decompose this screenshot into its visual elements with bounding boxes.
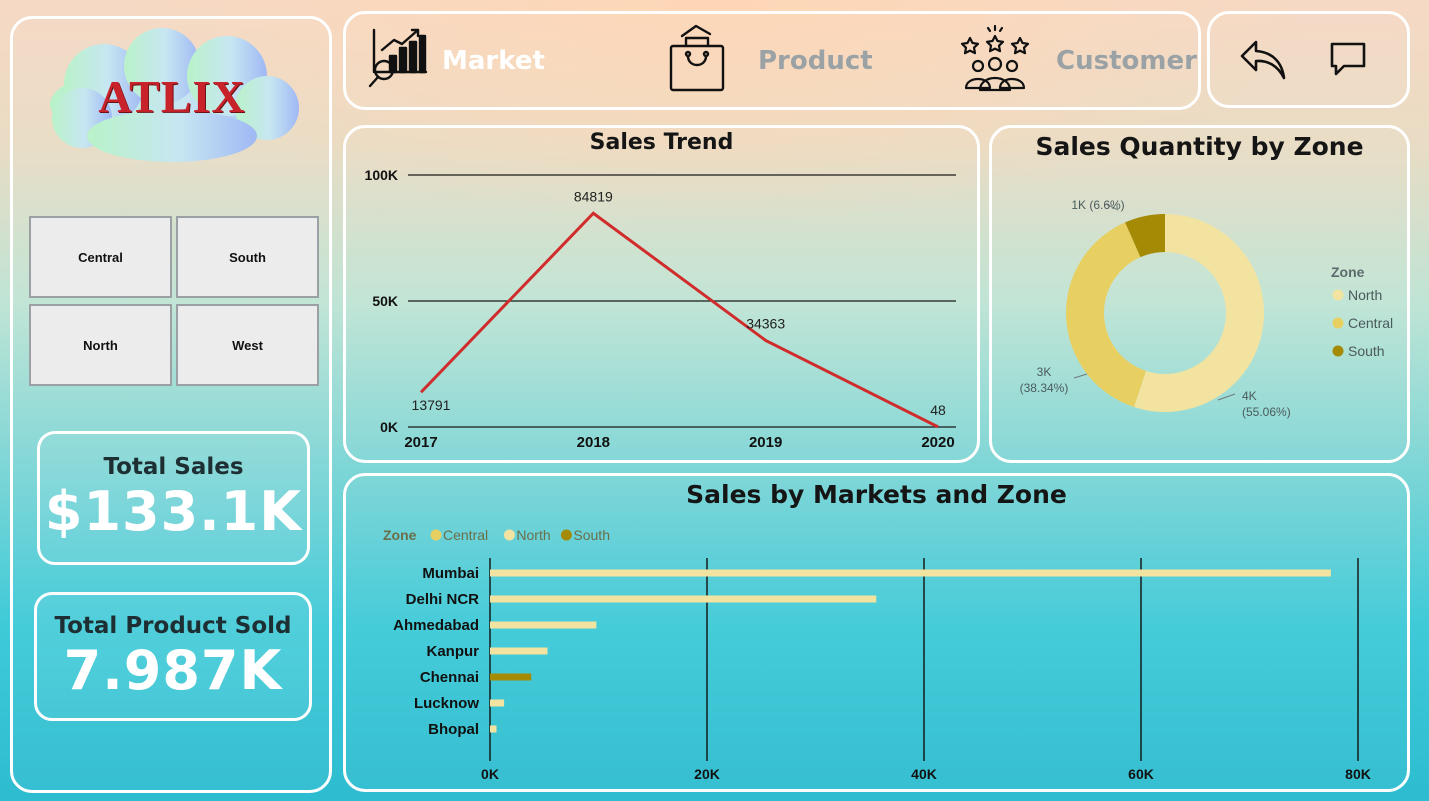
category-label: Delhi NCR — [406, 591, 480, 608]
y-tick-label: 50K — [372, 293, 398, 309]
legend-label: Central — [1348, 315, 1393, 331]
bar-lucknow — [490, 699, 505, 707]
page-nav-bar: Market Product — [343, 11, 1201, 110]
legend-marker — [1332, 345, 1344, 357]
total-sales-label: Total Sales — [103, 454, 244, 480]
atlix-logo: ATLIX — [42, 26, 302, 166]
x-tick-label: 2020 — [921, 434, 954, 451]
bar-kanpur — [490, 647, 548, 655]
legend-marker — [1332, 317, 1344, 329]
legend-marker — [1332, 289, 1344, 301]
legend-title: Zone — [383, 527, 417, 543]
bar-delhi-ncr — [490, 595, 877, 603]
leader-line — [1105, 203, 1119, 211]
slice-label: (38.34%) — [1020, 381, 1069, 395]
action-bar — [1207, 11, 1410, 108]
data-label: 48 — [930, 402, 946, 418]
sales-trend-title: Sales Trend — [589, 130, 734, 155]
sales-trend-card: Sales Trend 0K 50K 100K 2017 2018 2019 2020 137… — [343, 125, 980, 463]
zone-filter-north[interactable]: North — [29, 304, 172, 386]
x-tick-label: 20K — [694, 766, 720, 782]
sales-trend-line — [419, 211, 939, 429]
legend-marker — [430, 529, 442, 541]
zone-filter-south[interactable]: South — [176, 216, 319, 298]
legend-title: Zone — [1331, 264, 1365, 280]
bar-chennai — [490, 673, 532, 681]
x-tick-label: 40K — [911, 766, 937, 782]
total-product-card: Total Product Sold 7.987K — [34, 592, 312, 721]
zone-filter-west[interactable]: West — [176, 304, 319, 386]
x-tick-label: 2018 — [577, 434, 610, 451]
slice-label: 3K — [1037, 365, 1052, 379]
x-tick-label: 0K — [481, 766, 499, 782]
total-product-label: Total Product Sold — [54, 613, 292, 639]
zone-quantity-title: Sales Quantity by Zone — [1035, 132, 1364, 161]
nav-market[interactable]: Market — [368, 14, 545, 107]
donut-slice-central — [1066, 222, 1146, 408]
sales-trend-chart: 0K 50K 100K 2017 2018 2019 2020 13791 84819 34363… — [365, 167, 956, 451]
bar-ahmedabad — [490, 621, 597, 629]
leader-line — [1217, 393, 1236, 401]
comment-icon[interactable] — [1328, 40, 1368, 84]
markets-zone-title: Sales by Markets and Zone — [686, 480, 1067, 509]
logo-text: ATLIX — [98, 71, 246, 122]
customer-rating-icon — [960, 24, 1030, 98]
category-label: Mumbai — [422, 565, 479, 582]
x-tick-label: 80K — [1345, 766, 1371, 782]
category-label: Kanpur — [427, 643, 480, 660]
total-sales-card: Total Sales $133.1K — [37, 431, 310, 565]
category-label: Chennai — [420, 669, 479, 686]
zone-quantity-chart: 4K (55.06%) 3K (38.34%) 1K (6.6%) Zone North Ce… — [1020, 198, 1393, 419]
legend-marker — [560, 529, 572, 541]
legend-label: South — [1348, 343, 1385, 359]
slice-label: 4K — [1242, 389, 1257, 403]
y-tick-label: 0K — [380, 419, 398, 435]
x-tick-label: 2019 — [749, 434, 782, 451]
markets-zone-card: Sales by Markets and Zone 0K 20K 40K 60K 80K… — [343, 473, 1410, 792]
legend-label: North — [516, 527, 550, 543]
data-label: 13791 — [412, 397, 451, 413]
markets-zone-chart: 0K 20K 40K 60K 80K Zone Central North South Mumba… — [383, 527, 1371, 782]
x-tick-label: 60K — [1128, 766, 1154, 782]
donut-slice-south — [1125, 214, 1165, 258]
zone-filter-central[interactable]: Central — [29, 216, 172, 298]
category-label: Lucknow — [414, 695, 479, 712]
y-tick-label: 100K — [365, 167, 398, 183]
nav-customer[interactable]: Customer — [960, 14, 1197, 107]
zone-quantity-card: Sales Quantity by Zone 4K (55.06%) 3K (38.3… — [989, 125, 1410, 463]
leader-line — [1073, 373, 1088, 379]
nav-product-label: Product — [758, 45, 873, 76]
data-label: 34363 — [746, 315, 785, 331]
legend-label: South — [573, 527, 610, 543]
category-label: Ahmedabad — [393, 617, 479, 634]
market-chart-icon — [368, 26, 430, 96]
donut-slice-north — [1134, 214, 1264, 412]
legend-label: North — [1348, 287, 1382, 303]
bar-bhopal — [490, 725, 497, 733]
bar-mumbai — [490, 569, 1331, 577]
nav-product[interactable]: Product — [666, 14, 873, 107]
total-product-value: 7.987K — [63, 639, 283, 702]
data-label: 84819 — [574, 188, 613, 204]
nav-market-label: Market — [442, 45, 545, 76]
legend-label: Central — [443, 527, 488, 543]
total-sales-value: $133.1K — [44, 480, 303, 543]
nav-customer-label: Customer — [1056, 45, 1197, 76]
back-arrow-icon[interactable] — [1238, 36, 1288, 86]
legend-marker — [503, 529, 515, 541]
shopping-bag-icon — [666, 24, 728, 98]
x-tick-label: 2017 — [404, 434, 437, 451]
category-label: Bhopal — [428, 721, 479, 738]
slice-label: (55.06%) — [1242, 405, 1291, 419]
slice-label: 1K (6.6%) — [1071, 198, 1124, 212]
cloud-shape — [50, 28, 299, 162]
